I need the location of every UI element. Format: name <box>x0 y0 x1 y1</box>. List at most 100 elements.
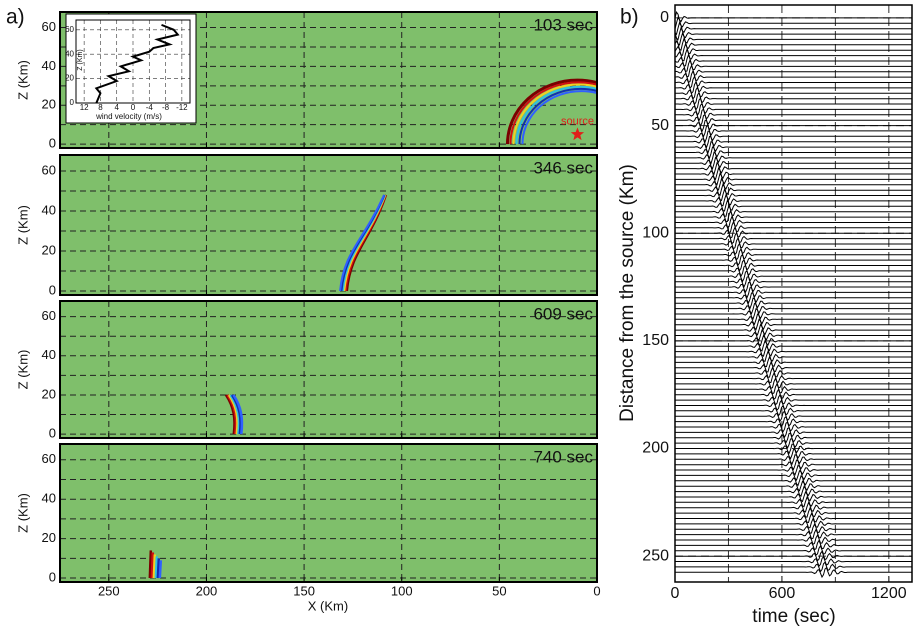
trace <box>675 130 912 144</box>
wavefront <box>339 194 385 292</box>
wavefront <box>230 394 242 435</box>
panel-label: a) <box>6 6 25 29</box>
wavefront <box>515 85 597 145</box>
wind-profile <box>94 23 180 104</box>
trace <box>675 264 912 278</box>
trace <box>674 16 912 30</box>
y-tick-label: 0 <box>49 426 56 441</box>
trace <box>675 302 912 315</box>
trace <box>674 64 912 78</box>
trace <box>675 209 912 223</box>
trace <box>675 438 912 450</box>
trace <box>675 156 912 171</box>
trace <box>675 361 912 373</box>
trace <box>675 533 912 546</box>
trace <box>675 151 912 165</box>
wavefront <box>232 394 244 435</box>
trace <box>675 135 912 149</box>
trace <box>675 182 912 197</box>
inset-background <box>65 13 197 124</box>
wavefield <box>505 78 597 145</box>
y-tick-label: 0 <box>49 282 56 297</box>
trace <box>675 204 912 217</box>
snapshot-time: 346 sec <box>533 158 593 177</box>
trace <box>675 339 912 352</box>
trace <box>675 443 912 455</box>
y-tick-label: 40 <box>42 347 56 362</box>
trace <box>674 37 912 51</box>
trace <box>675 561 912 573</box>
wavefield <box>224 394 244 435</box>
inset-frame <box>75 19 191 104</box>
trace <box>675 167 912 181</box>
wavefield <box>339 194 388 292</box>
trace <box>675 161 912 176</box>
trace <box>675 506 912 518</box>
x-tick-label: 600 <box>769 585 796 602</box>
trace <box>675 421 912 433</box>
source-label: source <box>561 115 594 127</box>
y-axis-label: Z (Km) <box>15 493 30 533</box>
trace <box>675 485 912 497</box>
wavefield <box>148 550 163 579</box>
x-tick-label: -12 <box>176 103 188 112</box>
trace <box>674 58 912 73</box>
trace <box>675 382 912 395</box>
snapshot-frame <box>59 11 598 149</box>
plot-frame <box>674 4 913 583</box>
trace <box>675 388 912 401</box>
trace <box>674 31 912 46</box>
trace <box>675 313 912 326</box>
wavefront <box>509 81 597 145</box>
y-tick-label: 20 <box>42 97 56 112</box>
trace <box>675 522 912 534</box>
trace <box>675 366 912 378</box>
trace <box>675 432 912 444</box>
trace <box>675 415 912 428</box>
trace <box>675 404 912 417</box>
wavefront <box>156 558 161 579</box>
wavefront <box>226 394 238 435</box>
trace <box>675 214 912 228</box>
y-tick-label: 40 <box>42 491 56 506</box>
y-tick-label: 40 <box>42 58 56 73</box>
y-tick-label: 40 <box>42 202 56 217</box>
wavefront <box>229 394 241 435</box>
x-tick-label: 1200 <box>871 585 907 602</box>
y-axis-label: Z (Km) <box>15 60 30 100</box>
trace <box>675 287 912 299</box>
trace <box>675 281 912 294</box>
trace <box>675 177 912 191</box>
y-tick-label: 20 <box>42 386 56 401</box>
y-tick-label: 250 <box>642 547 669 564</box>
trace <box>675 454 912 466</box>
trace <box>675 464 912 476</box>
trace <box>675 410 912 423</box>
trace <box>675 490 912 503</box>
wavefront <box>148 550 153 579</box>
y-tick-label: 60 <box>42 162 56 177</box>
trace <box>675 86 912 100</box>
inset-y-label: Z (Km) <box>77 49 84 70</box>
trace <box>675 355 912 368</box>
x-tick-label: 12 <box>80 103 89 112</box>
x-tick-label: 100 <box>391 583 413 598</box>
trace <box>675 334 912 347</box>
trace <box>674 75 912 89</box>
y-tick-label: 50 <box>651 117 669 134</box>
y-tick-label: 60 <box>42 308 56 323</box>
x-tick-label: 8 <box>98 103 103 112</box>
trace <box>675 528 912 540</box>
trace <box>675 350 912 363</box>
x-tick-label: -8 <box>162 103 170 112</box>
trace <box>675 517 912 529</box>
trace <box>675 275 912 289</box>
y-axis-label: Z (Km) <box>15 205 30 245</box>
trace <box>675 247 912 261</box>
snapshot-time: 740 sec <box>533 447 593 466</box>
trace <box>675 119 912 133</box>
snapshot-frame <box>59 154 598 296</box>
y-tick-label: 100 <box>642 224 669 241</box>
x-tick-label: 250 <box>98 583 120 598</box>
trace <box>675 270 912 283</box>
